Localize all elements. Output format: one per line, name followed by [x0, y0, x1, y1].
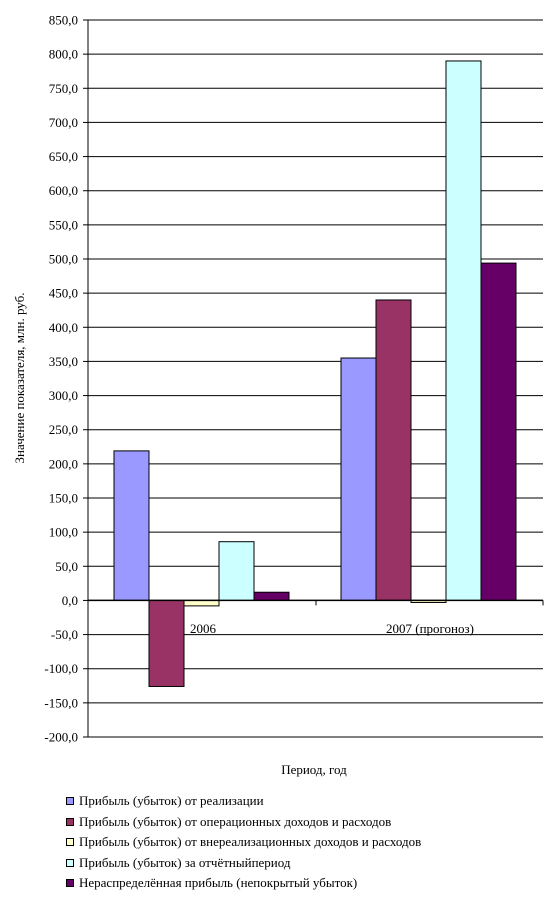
legend-item-operating-profit: Прибыль (убыток) от операционных доходов… [66, 812, 421, 833]
y-tick-labels: 850,0 800,0 750,0 700,0 650,0 600,0 550,0 500,0… [44, 13, 78, 745]
y-tick-label: 700,0 [49, 115, 78, 130]
y-tick-label: 650,0 [49, 149, 78, 164]
bar [218, 541, 255, 601]
legend-swatch [66, 879, 74, 888]
y-tick-label: 0,0 [62, 593, 78, 608]
bar [113, 450, 150, 601]
y-tick-label: 750,0 [49, 81, 78, 96]
legend-swatch [66, 817, 74, 826]
category-label-2006: 2006 [190, 621, 217, 636]
axes [83, 19, 544, 738]
y-tick-label: 550,0 [49, 217, 78, 232]
y-tick-label: -200,0 [44, 730, 78, 745]
y-tick-label: 400,0 [49, 320, 78, 335]
legend-label: Прибыль (убыток) от реализации [79, 793, 264, 808]
y-tick-label: 50,0 [55, 559, 78, 574]
legend-item-retained-earnings: Нераспределённая прибыль (непокрытый убы… [66, 873, 421, 894]
y-tick-label: 600,0 [49, 183, 78, 198]
bar [340, 357, 377, 601]
legend-swatch [66, 858, 74, 867]
category-label-2007: 2007 (прогоноз) [386, 621, 474, 636]
legend-label: Нераспределённая прибыль (непокрытый убы… [79, 875, 358, 890]
bar [375, 299, 412, 601]
legend-label: Прибыль (убыток) за отчётныйпериод [79, 854, 291, 870]
y-tick-label: 200,0 [49, 456, 78, 471]
legend-item-non-sales-profit: Прибыль (убыток) от внереализационных до… [66, 832, 421, 853]
legend: Прибыль (убыток) от реализации Прибыль (… [66, 791, 421, 894]
bar [445, 60, 482, 601]
y-tick-label: 300,0 [49, 388, 78, 403]
bar [148, 599, 185, 687]
legend-swatch [66, 838, 74, 847]
y-tick-label: 350,0 [49, 354, 78, 369]
legend-label: Прибыль (убыток) от внереализационных до… [79, 834, 422, 849]
legend-label: Прибыль (убыток) от операционных доходов… [79, 813, 392, 829]
y-axis-title: Значение показателя, млн. руб. [12, 293, 27, 464]
bars [113, 60, 517, 687]
bar [480, 262, 517, 601]
y-tick-label: 100,0 [49, 525, 78, 540]
y-tick-label: -50,0 [51, 627, 78, 642]
y-tick-label: 800,0 [49, 47, 78, 62]
y-tick-label: 150,0 [49, 491, 78, 506]
y-tick-label: 500,0 [49, 252, 78, 267]
y-tick-label: -100,0 [44, 661, 78, 676]
legend-item-period-profit: Прибыль (убыток) за отчётныйпериод [66, 853, 421, 874]
bar [253, 591, 290, 601]
y-tick-label: 450,0 [49, 286, 78, 301]
legend-item-sales-profit: Прибыль (убыток) от реализации [66, 791, 421, 812]
y-tick-label: 850,0 [49, 13, 78, 28]
bar-chart: 850,0 800,0 750,0 700,0 650,0 600,0 550,0 500,0… [12, 13, 544, 777]
bar [183, 599, 220, 607]
legend-swatch [66, 797, 74, 806]
y-tick-label: -150,0 [44, 695, 78, 710]
y-tick-label: 250,0 [49, 422, 78, 437]
x-axis-title: Период, год [281, 762, 347, 777]
